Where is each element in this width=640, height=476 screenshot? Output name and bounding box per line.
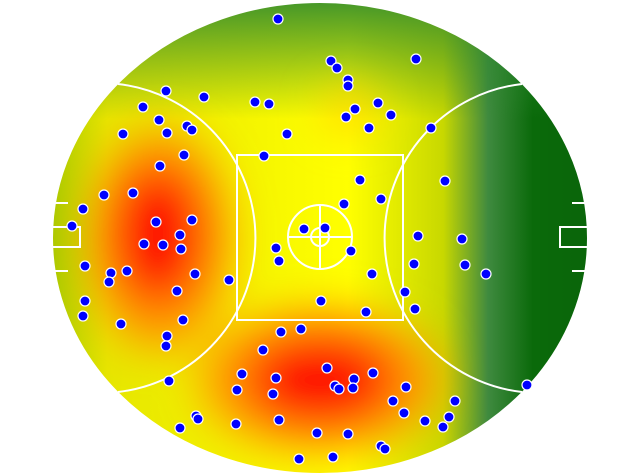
point — [408, 258, 420, 270]
point — [249, 96, 261, 108]
point — [178, 149, 190, 161]
point — [521, 379, 533, 391]
point — [263, 98, 275, 110]
point — [321, 362, 333, 374]
point — [66, 220, 78, 232]
point — [439, 175, 451, 187]
point — [412, 230, 424, 242]
point — [127, 187, 139, 199]
point — [257, 344, 269, 356]
point — [400, 381, 412, 393]
point — [138, 238, 150, 250]
field-markings — [51, 1, 589, 475]
point — [354, 174, 366, 186]
point — [258, 150, 270, 162]
point — [98, 189, 110, 201]
point — [270, 372, 282, 384]
point — [137, 101, 149, 113]
point — [160, 340, 172, 352]
point — [161, 127, 173, 139]
point — [105, 267, 117, 279]
point — [342, 80, 354, 92]
point — [273, 414, 285, 426]
point — [333, 383, 345, 395]
point — [425, 122, 437, 134]
point — [293, 453, 305, 465]
point — [319, 222, 331, 234]
point — [379, 443, 391, 455]
point — [367, 367, 379, 379]
point — [160, 85, 172, 97]
point — [410, 53, 422, 65]
point — [443, 411, 455, 423]
point — [171, 285, 183, 297]
point — [153, 114, 165, 126]
point — [342, 428, 354, 440]
point — [385, 109, 397, 121]
point — [295, 323, 307, 335]
point — [198, 91, 210, 103]
point — [275, 326, 287, 338]
point — [363, 122, 375, 134]
point — [77, 310, 89, 322]
point — [349, 103, 361, 115]
point — [154, 160, 166, 172]
point — [315, 295, 327, 307]
point — [163, 375, 175, 387]
point — [192, 413, 204, 425]
point — [345, 245, 357, 257]
point — [150, 216, 162, 228]
point — [449, 395, 461, 407]
point — [186, 124, 198, 136]
point — [366, 268, 378, 280]
point — [236, 368, 248, 380]
point — [121, 265, 133, 277]
point — [456, 233, 468, 245]
point — [174, 422, 186, 434]
point — [399, 286, 411, 298]
point — [157, 239, 169, 251]
point — [230, 418, 242, 430]
point — [398, 407, 410, 419]
point — [375, 193, 387, 205]
point — [174, 229, 186, 241]
point — [327, 451, 339, 463]
point — [79, 260, 91, 272]
point — [311, 427, 323, 439]
point — [360, 306, 372, 318]
point — [175, 243, 187, 255]
point — [338, 198, 350, 210]
point — [340, 111, 352, 123]
point — [437, 421, 449, 433]
point — [77, 203, 89, 215]
point — [189, 268, 201, 280]
point — [177, 314, 189, 326]
point — [231, 384, 243, 396]
point — [298, 223, 310, 235]
point — [480, 268, 492, 280]
point — [115, 318, 127, 330]
point — [270, 242, 282, 254]
point — [281, 128, 293, 140]
point — [117, 128, 129, 140]
point — [372, 97, 384, 109]
point — [387, 395, 399, 407]
point — [331, 62, 343, 74]
point — [272, 13, 284, 25]
point — [459, 259, 471, 271]
point — [347, 382, 359, 394]
point — [186, 214, 198, 226]
point — [409, 303, 421, 315]
point — [223, 274, 235, 286]
point — [267, 388, 279, 400]
point — [419, 415, 431, 427]
point — [325, 55, 337, 67]
point — [103, 276, 115, 288]
point — [79, 295, 91, 307]
point — [273, 255, 285, 267]
point — [161, 330, 173, 342]
